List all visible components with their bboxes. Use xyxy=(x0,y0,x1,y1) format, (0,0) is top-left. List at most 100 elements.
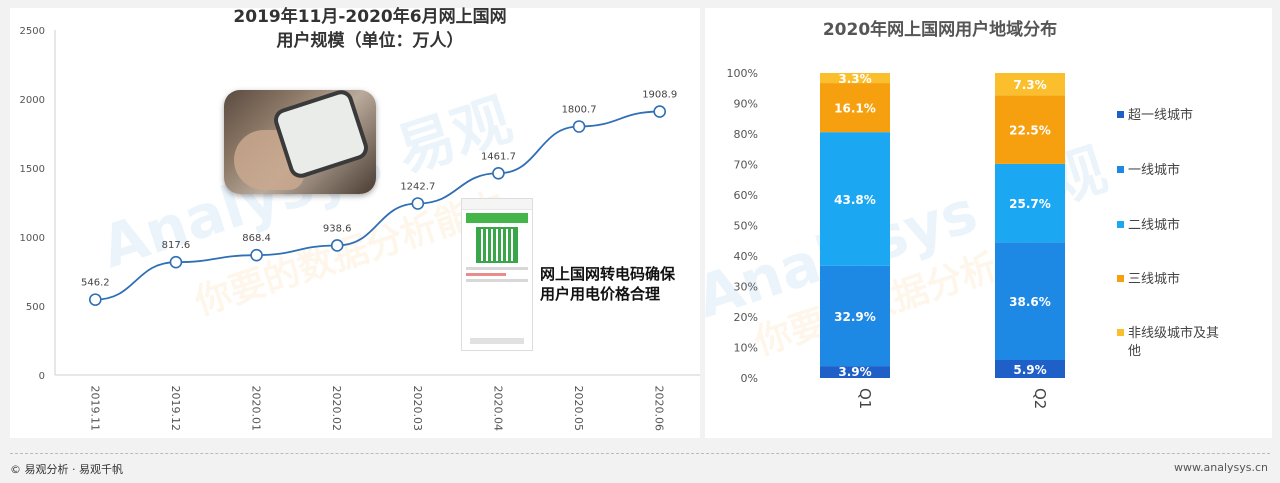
left-panel-bg xyxy=(10,8,700,438)
line-series-labels: 546.2 817.6 868.4 938.6 1242.7 1461.7 1800.7 19… xyxy=(81,90,677,289)
bar-chart-title: 2020年网上国网用户地域分布 xyxy=(823,19,1057,40)
bar-segment xyxy=(995,242,1065,361)
bar-chart-bars: 3.9% 32.9% 43.8% 16.1% 3.3% 5.9% 38.6% 25.7% 22.… xyxy=(820,72,1065,379)
data-label: 868.4 xyxy=(242,233,271,244)
y-tick-label: 40% xyxy=(734,250,758,263)
data-point xyxy=(89,293,102,306)
bar-segment xyxy=(995,73,1065,96)
segment-label: 22.5% xyxy=(1009,124,1051,138)
data-label: 1908.9 xyxy=(642,90,677,101)
x-tick-label: 2020.03 xyxy=(411,386,424,432)
line-series-path xyxy=(95,110,660,301)
data-point xyxy=(572,120,586,133)
x-tick-label: Q1 xyxy=(856,388,874,409)
segment-label: 43.8% xyxy=(834,193,876,207)
line-chart-y-ticks: 0 500 1000 1500 2000 2500 xyxy=(20,26,45,382)
bar-segment xyxy=(820,265,890,367)
y-tick-label: 100% xyxy=(727,67,758,80)
data-point xyxy=(169,255,183,269)
legend-swatch xyxy=(1117,166,1124,173)
y-tick-label: 500 xyxy=(26,302,45,313)
data-point xyxy=(250,248,263,262)
app-screenshot xyxy=(461,198,533,351)
data-label: 1461.7 xyxy=(481,151,516,162)
legend-label: 二线城市 xyxy=(1128,217,1180,233)
x-tick-label: 2019.12 xyxy=(169,386,182,432)
callout-text: 网上国网转电码确保用户用电价格合理 xyxy=(540,265,676,303)
footer-divider xyxy=(10,453,1270,454)
legend-label: 一线城市 xyxy=(1128,162,1180,178)
legend-swatch xyxy=(1117,221,1124,228)
bar-segment xyxy=(820,132,890,266)
line-chart-x-ticks: 2019.11 2019.12 2020.01 2020.02 2020.03 2020.… xyxy=(88,386,665,432)
x-tick-label: Q2 xyxy=(1031,388,1049,409)
y-tick-label: 60% xyxy=(734,189,758,202)
segment-label: 16.1% xyxy=(834,102,876,116)
y-tick-label: 1000 xyxy=(20,233,45,244)
data-label: 546.2 xyxy=(81,278,110,289)
y-tick-label: 70% xyxy=(734,159,758,172)
y-tick-label: 1500 xyxy=(20,164,45,175)
legend-label: 超一线城市 xyxy=(1128,107,1193,123)
bar-segment xyxy=(995,95,1065,164)
y-tick-label: 2000 xyxy=(20,95,45,106)
legend-swatch xyxy=(1117,275,1124,282)
segment-label: 3.3% xyxy=(838,72,871,86)
data-point xyxy=(330,239,344,252)
segment-label: 5.9% xyxy=(1013,363,1046,377)
bar-segment xyxy=(820,83,890,133)
line-chart: 2019年11月-2020年6月网上国网 用户规模（单位：万人） 0 500 100… xyxy=(20,6,700,431)
y-tick-label: 2500 xyxy=(20,26,45,37)
y-tick-label: 0 xyxy=(39,371,45,382)
footer-brand: © 易观分析 · 易观千帆 xyxy=(10,463,123,476)
segment-label: 32.9% xyxy=(834,310,876,324)
app-screenshot-line xyxy=(466,279,528,282)
y-tick-label: 80% xyxy=(734,128,758,141)
segment-label: 25.7% xyxy=(1009,197,1051,211)
app-screenshot-line xyxy=(466,273,506,276)
legend-label: 非线级城市及其 xyxy=(1128,325,1219,341)
x-tick-label: 2020.06 xyxy=(653,386,666,432)
bar-segment xyxy=(995,163,1065,243)
line-chart-title-line1: 2019年11月-2020年6月网上国网 xyxy=(233,6,506,27)
legend-swatch xyxy=(1117,111,1124,118)
data-point xyxy=(653,105,666,118)
app-screenshot-line xyxy=(466,267,528,270)
stacked-bar-chart: 2020年网上国网用户地域分布 0% 10% 20% 30% 40% 50% 60% 70% 8… xyxy=(727,19,1219,409)
app-screenshot-banner xyxy=(466,213,528,223)
y-tick-label: 90% xyxy=(734,98,758,111)
x-tick-label: 2020.05 xyxy=(572,386,585,432)
x-tick-label: 2020.01 xyxy=(250,386,263,432)
legend-label: 三线城市 xyxy=(1128,271,1180,287)
legend-label-cont: 他 xyxy=(1128,344,1141,359)
x-tick-label: 2020.04 xyxy=(491,386,504,432)
bar-chart-x-ticks: Q1 Q2 xyxy=(856,388,1049,409)
segment-label: 38.6% xyxy=(1009,295,1051,309)
y-tick-label: 30% xyxy=(734,281,758,294)
x-tick-label: 2019.11 xyxy=(88,386,101,432)
qr-code-image xyxy=(476,227,518,263)
phone-photo xyxy=(224,90,376,194)
y-tick-label: 0% xyxy=(741,372,758,385)
data-label: 1800.7 xyxy=(562,105,597,116)
data-label: 817.6 xyxy=(162,240,191,251)
y-tick-label: 20% xyxy=(734,311,758,324)
y-tick-label: 10% xyxy=(734,342,758,355)
data-label: 1242.7 xyxy=(400,182,435,193)
data-label: 938.6 xyxy=(323,223,352,234)
legend-swatch xyxy=(1117,329,1124,336)
footer-url: www.analysys.cn xyxy=(1174,461,1268,474)
data-point xyxy=(492,166,505,180)
bar-segment xyxy=(820,366,890,378)
y-tick-label: 50% xyxy=(734,220,758,233)
app-screenshot-button xyxy=(470,338,524,344)
segment-label: 3.9% xyxy=(838,365,871,379)
segment-label: 7.3% xyxy=(1013,78,1046,92)
line-chart-title-line2: 用户规模（单位：万人） xyxy=(277,30,464,51)
right-panel-bg xyxy=(705,8,1272,438)
app-screenshot-header xyxy=(462,199,532,210)
data-point xyxy=(411,197,425,210)
bar-segment xyxy=(995,360,1065,378)
